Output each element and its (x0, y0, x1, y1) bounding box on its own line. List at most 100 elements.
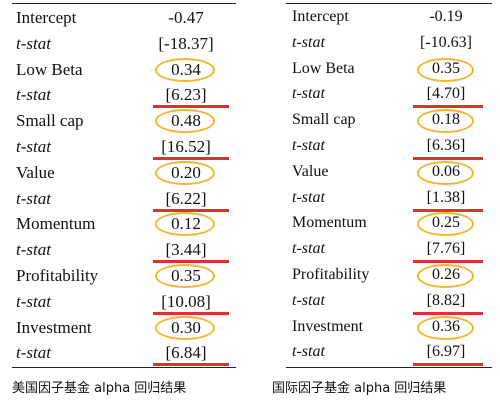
tstat-row: t-stat [8.82] (286, 289, 492, 315)
coef-row: Low Beta 0.34 (12, 57, 236, 83)
tstat-value: [10.08] (161, 291, 211, 311)
coef-row: Intercept -0.19 (286, 5, 492, 31)
coef-value: -0.19 (429, 8, 463, 25)
factor-label: Momentum (292, 214, 367, 232)
tstat-row: t-stat [6.84] (12, 340, 236, 367)
highlight-circle (417, 109, 474, 134)
tstat-label: t-stat (292, 137, 325, 154)
tstat-value: [6.36] (426, 137, 466, 154)
highlight-circle (155, 315, 215, 340)
tstat-row: t-stat [-18.37] (12, 31, 236, 57)
factor-label: Intercept (292, 8, 349, 25)
highlight-circle (417, 160, 474, 185)
factor-label: Profitability (16, 266, 99, 285)
highlight-circle (155, 160, 215, 185)
tstat-label: t-stat (292, 343, 325, 361)
tstat-row: t-stat [7.76] (286, 237, 492, 264)
tstat-value: [4.70] (426, 85, 466, 103)
highlight-underline (413, 208, 483, 212)
tstat-value: [-10.63] (420, 33, 472, 51)
tstat-label: t-stat (16, 137, 51, 156)
highlight-circle (155, 264, 215, 288)
tstat-label: t-stat (292, 291, 325, 309)
factor-label: Momentum (16, 214, 96, 234)
highlight-circle (155, 212, 215, 237)
factor-label: Value (16, 162, 55, 182)
tstat-row: t-stat [6.23] (12, 82, 236, 109)
highlight-circle (417, 57, 474, 82)
tstat-value: [-18.37] (158, 33, 214, 53)
coef-row: Momentum 0.12 (12, 211, 236, 237)
highlight-underline (413, 363, 483, 367)
factor-label: Investment (16, 317, 92, 337)
highlight-underline (153, 363, 229, 367)
tstat-row: t-stat [1.38] (286, 186, 492, 212)
tstat-label: t-stat (292, 240, 325, 258)
factor-label: Investment (292, 317, 364, 335)
highlight-circle (417, 315, 474, 340)
tstat-value: [6.23] (165, 85, 207, 105)
factor-label: Value (292, 162, 329, 180)
highlight-underline (413, 260, 483, 264)
tstat-label: t-stat (292, 33, 325, 51)
coef-row: Investment 0.36 (286, 315, 492, 341)
tstat-value: [7.76] (426, 240, 466, 258)
factor-label: Profitability (292, 266, 370, 283)
tstat-label: t-stat (16, 291, 51, 311)
coef-row: Profitability 0.26 (286, 263, 492, 289)
tstat-row: t-stat [10.08] (12, 289, 236, 315)
coef-row: Low Beta 0.35 (286, 57, 492, 83)
highlight-underline (153, 157, 229, 160)
highlight-underline (413, 105, 483, 109)
tstat-label: t-stat (16, 85, 51, 105)
highlight-circle (417, 212, 474, 237)
tstat-value: [1.38] (426, 188, 466, 206)
highlight-underline (413, 311, 483, 315)
tstat-row: t-stat [6.97] (286, 340, 492, 367)
tstat-value: [8.82] (426, 291, 466, 309)
highlight-underline (153, 208, 229, 212)
factor-label: Intercept (16, 8, 77, 27)
factor-label: Small cap (16, 111, 84, 131)
tstat-label: t-stat (292, 188, 325, 206)
coef-value: -0.47 (168, 8, 204, 27)
factor-label: Low Beta (292, 59, 355, 77)
factor-label: Low Beta (16, 59, 83, 79)
coef-row: Investment 0.30 (12, 315, 236, 341)
coef-row: Value 0.20 (12, 160, 236, 186)
factor-label: Small cap (292, 111, 356, 129)
tstat-label: t-stat (16, 33, 51, 53)
tstat-label: t-stat (16, 188, 51, 208)
highlight-circle (155, 57, 215, 82)
highlight-underline (153, 260, 229, 264)
tstat-label: t-stat (16, 343, 51, 363)
tstat-row: t-stat [3.44] (12, 237, 236, 264)
table-bottom-rule (12, 367, 236, 369)
tstat-row: t-stat [4.70] (286, 82, 492, 109)
tstat-row: t-stat [6.22] (12, 186, 236, 212)
tstat-value: [3.44] (165, 240, 207, 260)
coef-row: Value 0.06 (286, 160, 492, 186)
highlight-underline (413, 157, 483, 160)
table-top-rule (12, 3, 236, 4)
coef-row: Momentum 0.25 (286, 211, 492, 237)
tstat-value: [6.97] (426, 343, 466, 361)
tstat-label: t-stat (292, 85, 325, 103)
us-table-caption: 美国因子基金 alpha 回归结果 (12, 381, 187, 396)
intl-table-caption: 国际因子基金 alpha 回归结果 (272, 381, 447, 396)
highlight-underline (153, 311, 229, 315)
highlight-circle (417, 264, 474, 288)
tstat-value: [6.22] (165, 188, 207, 208)
tstat-value: [6.84] (165, 343, 207, 363)
table-top-rule (286, 3, 492, 4)
coef-row: Small cap 0.48 (12, 108, 236, 134)
highlight-circle (155, 109, 215, 134)
tstat-row: t-stat [16.52] (12, 134, 236, 160)
tstat-label: t-stat (16, 240, 51, 260)
tstat-row: t-stat [6.36] (286, 134, 492, 160)
table-bottom-rule (286, 367, 492, 369)
highlight-underline (153, 105, 229, 109)
coef-row: Small cap 0.18 (286, 108, 492, 134)
tstat-row: t-stat [-10.63] (286, 31, 492, 57)
coef-row: Profitability 0.35 (12, 263, 236, 289)
